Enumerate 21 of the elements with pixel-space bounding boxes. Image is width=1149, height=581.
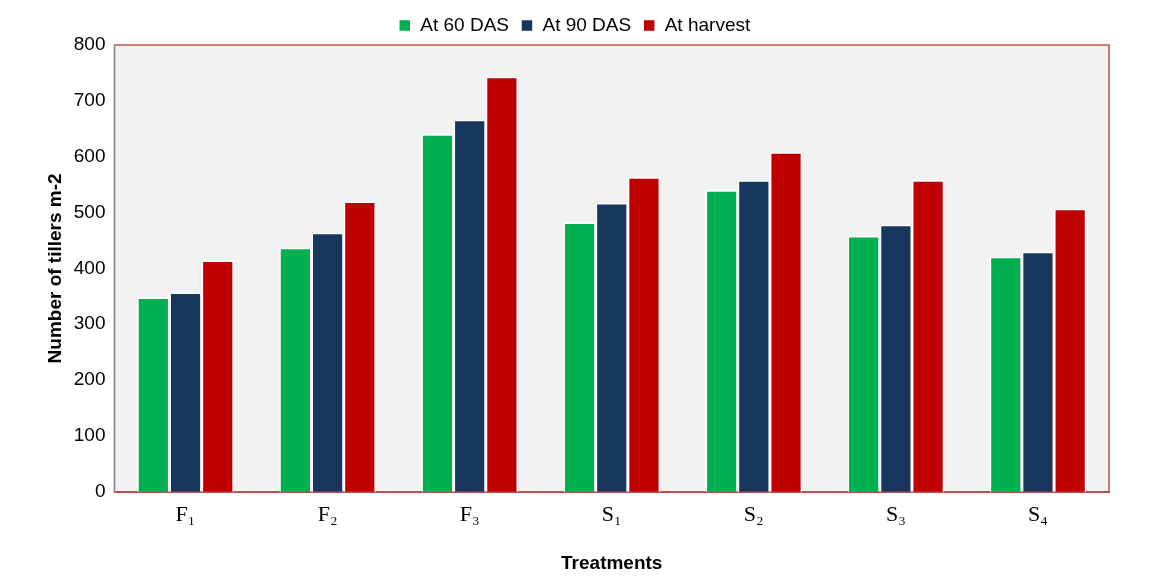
x-axis-title: Treatments <box>561 551 663 573</box>
y-tick-label: 600 <box>73 144 106 166</box>
x-tick-label: F₁ <box>175 500 196 526</box>
x-tick-label: S₄ <box>1028 500 1048 526</box>
y-tick-label: 700 <box>73 89 106 111</box>
x-tick-label: F₃ <box>459 500 480 526</box>
y-axis-title: Number of tillers m-2 <box>43 173 65 364</box>
y-tick-label: 400 <box>73 256 106 278</box>
x-tick-label: S₃ <box>885 500 906 526</box>
legend-label: At harvest <box>664 13 751 35</box>
y-tick-label: 800 <box>73 33 106 55</box>
legend-label: At 60 DAS <box>420 13 509 35</box>
y-tick-label: 200 <box>73 368 106 390</box>
x-tick-label: S₁ <box>601 500 622 526</box>
x-tick-label: S₂ <box>743 500 764 526</box>
legend-label: At 90 DAS <box>542 13 632 35</box>
x-tick-label: F₂ <box>317 500 338 526</box>
y-tick-label: 500 <box>73 200 106 222</box>
y-tick-label: 100 <box>73 424 106 446</box>
y-tick-label: 0 <box>94 480 106 502</box>
y-tick-label: 300 <box>73 312 106 334</box>
